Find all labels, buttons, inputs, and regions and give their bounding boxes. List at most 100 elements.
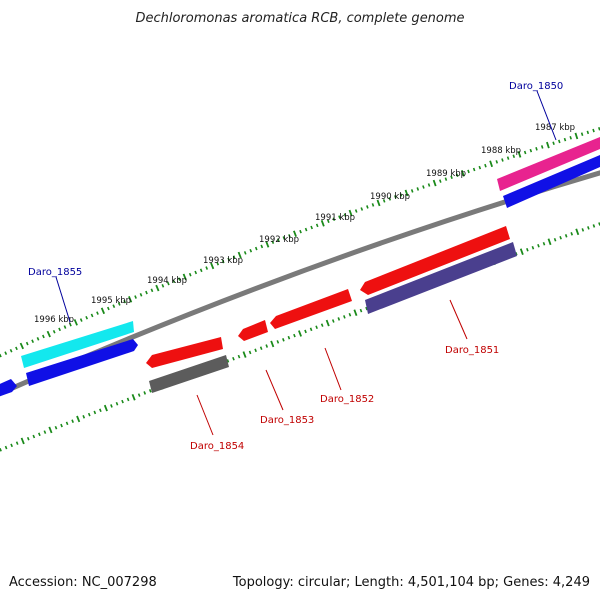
inner-ring-minor-tick xyxy=(71,419,74,423)
outer-ring-minor-tick xyxy=(394,195,397,199)
gene-label-daro-1852[interactable]: Daro_1852 xyxy=(320,394,374,405)
outer-ring-minor-tick xyxy=(563,137,567,142)
outer-ring-major-tick xyxy=(404,189,409,197)
inner-ring-minor-tick xyxy=(531,245,535,250)
inner-ring-minor-tick xyxy=(60,423,63,428)
gene-label-daro-1855[interactable]: Daro_1855 xyxy=(28,267,82,278)
gene-label-daro-1851[interactable]: Daro_1851 xyxy=(445,345,499,356)
inner-ring-major-tick xyxy=(353,309,358,317)
inner-ring-minor-tick xyxy=(126,397,130,402)
outer-ring-minor-tick xyxy=(382,199,386,203)
leader-line-daro-1851 xyxy=(449,299,468,340)
inner-ring-minor-tick xyxy=(254,348,257,353)
outer-tick-ring xyxy=(0,127,600,358)
outer-ring-minor-tick xyxy=(304,227,308,232)
inner-ring-minor-tick xyxy=(65,421,69,426)
outer-ring-minor-tick xyxy=(416,187,420,191)
gene-feature-cyan[interactable] xyxy=(21,321,134,368)
outer-ring-major-tick xyxy=(293,230,297,238)
outer-ring-minor-tick xyxy=(221,259,225,264)
gene-feature-magenta[interactable] xyxy=(497,137,600,191)
inner-ring-minor-tick xyxy=(4,445,8,450)
tick-label: 1992 kbp xyxy=(259,235,299,245)
inner-ring-minor-tick xyxy=(287,335,291,340)
outer-ring-minor-tick xyxy=(523,150,527,155)
outer-ring-minor-tick xyxy=(277,238,280,242)
gene-feature-purple[interactable] xyxy=(365,242,517,314)
outer-ring-minor-tick xyxy=(569,136,572,140)
outer-ring-minor-tick xyxy=(96,311,99,315)
inner-ring-minor-tick xyxy=(143,391,147,395)
outer-ring-minor-tick xyxy=(166,281,170,286)
inner-ring-major-tick xyxy=(575,228,580,236)
inner-ring-minor-tick xyxy=(226,359,230,363)
outer-ring-minor-tick xyxy=(310,225,313,230)
outer-ring-minor-tick xyxy=(327,219,330,224)
leader-line-daro-1850 xyxy=(536,90,557,141)
inner-ring-major-tick xyxy=(270,340,275,348)
inner-ring-minor-tick xyxy=(93,410,97,415)
outer-ring-minor-tick xyxy=(472,167,476,172)
inner-ring-minor-tick xyxy=(315,325,318,330)
outer-ring-major-tick xyxy=(460,170,465,177)
gene-feature-blue-left[interactable] xyxy=(26,339,138,386)
inner-ring-minor-tick xyxy=(309,327,313,332)
outer-ring-minor-tick xyxy=(495,160,499,164)
inner-ring-minor-tick xyxy=(365,306,368,311)
outer-ring-minor-tick xyxy=(512,154,516,159)
inner-ring-minor-tick xyxy=(26,436,30,441)
tick-labels: 1987 kbp 1988 kbp 1989 kbp 1990 kbp 1991… xyxy=(34,123,575,325)
outer-ring-minor-tick xyxy=(52,329,56,334)
outer-ring-minor-tick xyxy=(450,175,453,179)
gene-label-daro-1853[interactable]: Daro_1853 xyxy=(260,415,314,426)
outer-ring-major-tick xyxy=(73,319,78,326)
outer-ring-minor-tick xyxy=(338,215,341,219)
gene-label-daro-1850[interactable]: Daro_1850 xyxy=(509,81,563,92)
gene-feature-red-1851[interactable] xyxy=(360,226,510,295)
outer-ring-minor-tick xyxy=(439,179,442,183)
outer-ring-minor-tick xyxy=(410,189,414,193)
tick-label: 1995 kbp xyxy=(91,296,131,306)
inner-ring-minor-tick xyxy=(87,412,91,417)
inner-ring-minor-tick xyxy=(121,399,124,404)
outer-ring-minor-tick xyxy=(540,145,544,149)
gene-feature-red-1852[interactable] xyxy=(270,289,352,329)
outer-ring-minor-tick xyxy=(107,306,110,311)
outer-ring-minor-tick xyxy=(31,339,35,344)
gene-feature-gray[interactable] xyxy=(149,355,229,393)
inner-ring-minor-tick xyxy=(542,241,546,246)
gene-feature-red-1854[interactable] xyxy=(146,337,223,368)
tick-label: 1988 kbp xyxy=(481,146,521,156)
outer-ring-minor-tick xyxy=(4,351,8,355)
inner-ring-minor-tick xyxy=(38,432,41,437)
tick-label: 1989 kbp xyxy=(426,169,466,179)
outer-ring-minor-tick xyxy=(58,327,61,332)
inner-ring-minor-tick xyxy=(570,232,574,236)
outer-ring-minor-tick xyxy=(399,193,403,197)
inner-ring-minor-tick xyxy=(265,344,269,348)
inner-ring-major-tick xyxy=(20,437,25,445)
outer-ring-minor-tick xyxy=(592,128,595,133)
inner-ring-minor-tick xyxy=(248,350,252,355)
inner-ring-minor-tick xyxy=(526,247,529,252)
inner-ring-minor-tick xyxy=(99,408,102,413)
outer-ring-minor-tick xyxy=(42,334,45,339)
outer-ring-minor-tick xyxy=(172,279,176,284)
outer-ring-minor-tick xyxy=(227,257,231,262)
outer-ring-minor-tick xyxy=(366,205,369,209)
gene-feature-blue-right[interactable] xyxy=(503,155,600,208)
gene-feature-red-1853[interactable] xyxy=(238,320,268,341)
outer-ring-minor-tick xyxy=(0,353,2,358)
gene-feature-blue-edge[interactable] xyxy=(0,379,17,398)
outer-ring-minor-tick xyxy=(422,185,425,189)
outer-ring-minor-tick xyxy=(145,290,148,295)
outer-ring-major-tick xyxy=(237,251,242,259)
inner-ring-major-tick xyxy=(325,319,330,327)
inner-ring-minor-tick xyxy=(82,415,86,419)
inner-ring-major-tick xyxy=(242,351,247,358)
gene-label-daro-1854[interactable]: Daro_1854 xyxy=(190,441,244,452)
inner-ring-minor-tick xyxy=(259,346,263,350)
inner-ring-minor-tick xyxy=(110,404,113,408)
outer-ring-major-tick xyxy=(46,330,51,338)
